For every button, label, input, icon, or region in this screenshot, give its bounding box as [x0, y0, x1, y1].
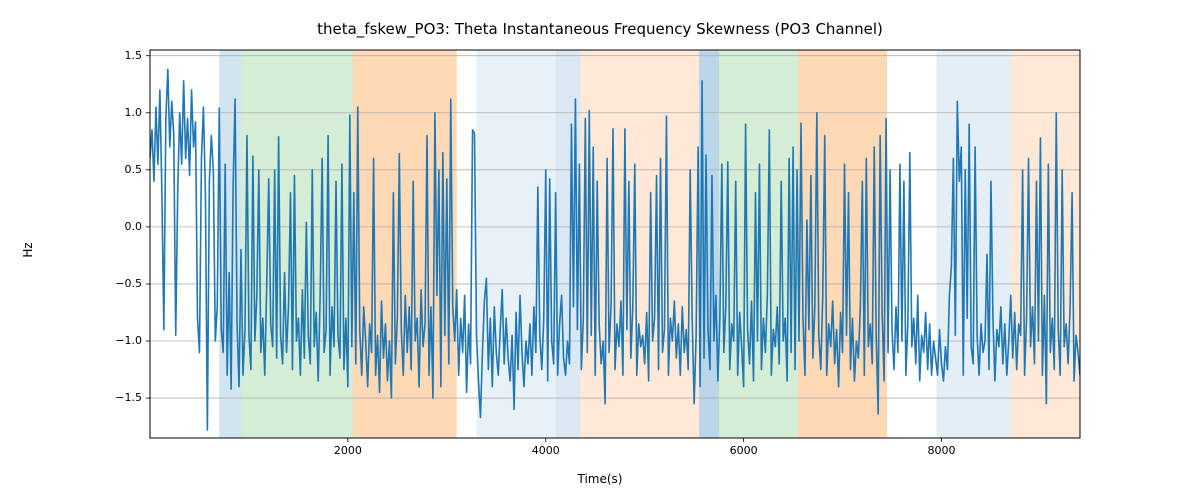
x-tick-label: 6000 — [724, 444, 764, 457]
shaded-band — [476, 50, 555, 438]
chart-container: theta_fskew_PO3: Theta Instantaneous Fre… — [0, 0, 1200, 500]
y-tick-label: −1.0 — [115, 334, 142, 347]
y-tick-label: −0.5 — [115, 277, 142, 290]
x-tick-label: 2000 — [328, 444, 368, 457]
x-tick-label: 4000 — [526, 444, 566, 457]
y-tick-label: 1.0 — [125, 106, 143, 119]
y-tick-label: −1.5 — [115, 391, 142, 404]
y-tick-label: 0.0 — [125, 220, 143, 233]
shaded-band — [219, 50, 241, 438]
y-tick-label: 1.5 — [125, 49, 143, 62]
x-tick-label: 8000 — [921, 444, 961, 457]
y-tick-label: 0.5 — [125, 163, 143, 176]
plot-area — [0, 0, 1200, 500]
